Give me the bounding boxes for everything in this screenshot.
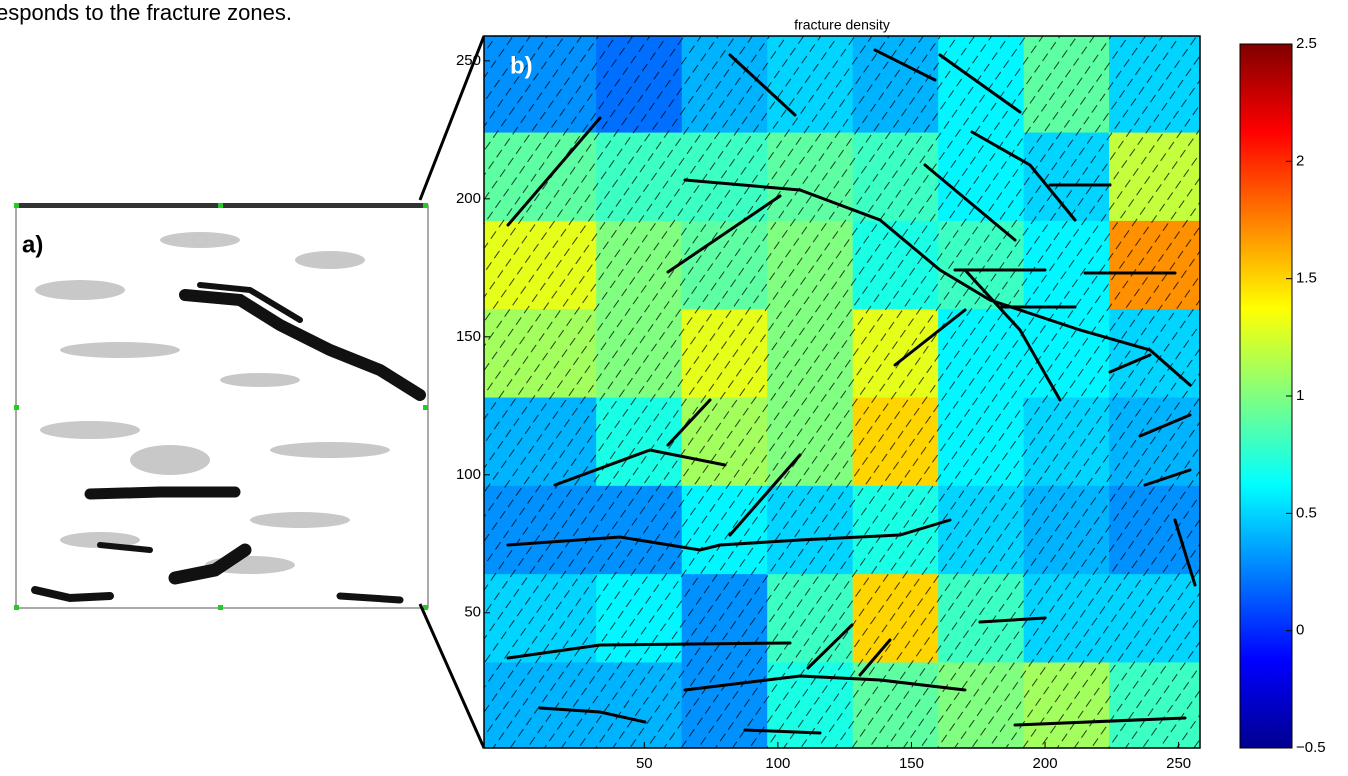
fracture-traces [506,48,1197,735]
y-tick-label: 50 [464,604,481,621]
y-tick-label: 200 [456,190,481,207]
colorbar-tick-label: 0.5 [1296,504,1317,521]
x-tick-label: 100 [765,755,790,772]
panel-a: a) [14,203,429,610]
zoom-line [418,35,486,201]
colorbar-tick-label: 2.5 [1296,35,1317,52]
x-tick-label: 50 [636,755,653,772]
panel-label: b) [510,52,533,79]
text-fragment: esponds to the fracture zones. [0,0,292,25]
x-tick-label: 250 [1166,755,1191,772]
chart-title: fracture density [794,17,890,33]
x-tick-label: 200 [1033,755,1058,772]
colorbar-tick-label: 1 [1296,387,1304,404]
colorbar-tick-label: 2 [1296,152,1304,169]
colorbar-tick-label: 1.5 [1296,270,1317,287]
plot-frame [483,35,1201,749]
colorbar [1239,43,1293,749]
y-tick-label: 250 [456,52,481,69]
zoom-line [418,603,486,749]
panel-label: a) [22,231,43,258]
colorbar-tick-label: −0.5 [1296,739,1326,756]
colorbar-tick-label: 0 [1296,622,1304,639]
orientation-field [484,36,1200,748]
y-tick-label: 100 [456,466,481,483]
x-tick-label: 150 [899,755,924,772]
y-tick-label: 150 [456,328,481,345]
